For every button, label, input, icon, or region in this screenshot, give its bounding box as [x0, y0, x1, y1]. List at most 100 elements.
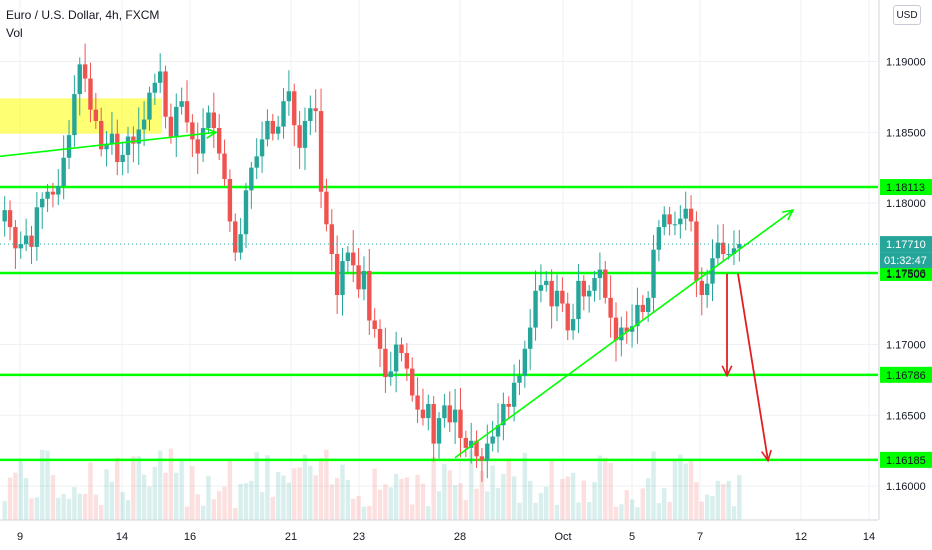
- candle-body: [393, 344, 399, 372]
- volume-bar: [737, 475, 742, 520]
- candle-body: [715, 242, 721, 259]
- volume-bar: [399, 478, 404, 520]
- volume-bar: [393, 473, 399, 520]
- volume-bar: [115, 457, 120, 520]
- candle-body: [383, 348, 388, 378]
- candle-body: [131, 136, 136, 144]
- x-tick-label: 12: [795, 531, 807, 543]
- candle-body: [431, 403, 436, 444]
- volume-bar: [313, 475, 318, 520]
- candle-body: [56, 186, 61, 195]
- x-tick-label: 14: [863, 531, 875, 543]
- volume-bar: [506, 458, 511, 520]
- volume-bar: [66, 498, 72, 520]
- candle-body: [560, 290, 565, 304]
- volume-bar: [522, 452, 528, 520]
- volume-bar: [281, 475, 286, 520]
- candle-body: [608, 297, 613, 318]
- volume-bar: [704, 494, 710, 520]
- candle-body: [726, 253, 731, 255]
- volume-bar: [495, 487, 501, 520]
- candle-body: [688, 208, 694, 222]
- volume-bar: [2, 501, 7, 520]
- horizontal-levels: [0, 185, 878, 462]
- volume-bar: [40, 449, 45, 520]
- volume-bar: [436, 491, 442, 520]
- volume-bar: [410, 504, 415, 520]
- candle-body: [662, 214, 667, 228]
- candle-body: [737, 244, 742, 249]
- volume-bar: [222, 486, 227, 520]
- y-tick-label: 1.18500: [886, 127, 926, 139]
- volume-bar: [463, 499, 469, 520]
- y-tick-label: 1.19000: [886, 57, 926, 69]
- candle-body: [544, 280, 549, 286]
- volume-bar: [640, 488, 645, 520]
- candle-body: [216, 128, 222, 154]
- candle-body: [179, 101, 184, 107]
- candle-body: [699, 280, 704, 296]
- candle-body: [45, 191, 50, 199]
- candle-body: [50, 191, 56, 195]
- candle-body: [109, 133, 115, 144]
- volume-bar: [93, 494, 99, 520]
- volume-bar: [474, 488, 479, 520]
- candle-body: [286, 91, 292, 102]
- y-tick-label: 1.16500: [886, 410, 926, 422]
- candle-body: [147, 92, 152, 120]
- level-label: 1.16786: [886, 370, 926, 382]
- volume-bar: [50, 474, 56, 520]
- candle-body: [351, 252, 356, 266]
- arrow-head: [761, 449, 772, 463]
- volume-bar: [72, 486, 77, 520]
- volume-bar: [678, 454, 683, 520]
- volume-bar: [302, 454, 308, 520]
- candle-body: [249, 167, 254, 191]
- volume-bar: [576, 502, 581, 520]
- candle-body: [721, 242, 726, 254]
- volume-bar: [361, 506, 367, 520]
- candle-body: [238, 234, 243, 253]
- volume-bar: [586, 502, 592, 520]
- level-label: 1.16185: [886, 455, 926, 467]
- candle-body: [511, 382, 517, 407]
- current-price-label: 1.17710: [886, 239, 926, 251]
- volume-bar: [275, 471, 281, 520]
- volume-bar: [216, 491, 222, 520]
- volume-bar: [227, 460, 233, 520]
- volume-bar: [533, 502, 538, 520]
- candle-body: [195, 139, 200, 154]
- candle-body: [586, 290, 592, 297]
- volume-legend: Vol: [6, 26, 23, 40]
- volume-bar: [683, 463, 688, 520]
- volume-bar: [479, 470, 485, 520]
- candle-body: [415, 395, 420, 410]
- candle-body: [527, 327, 533, 349]
- candle-body: [410, 368, 415, 396]
- volume-bar: [184, 506, 190, 520]
- volume-bar: [635, 507, 640, 520]
- candle-body: [469, 440, 474, 448]
- candle-body: [141, 119, 147, 130]
- volume-bar: [324, 449, 329, 520]
- candle-body: [18, 244, 23, 249]
- candle-body: [597, 269, 603, 279]
- y-tick-label: 1.17500: [886, 269, 926, 281]
- volume-bar: [662, 488, 667, 520]
- price-axis: 1.18113 1.17506 1.16786 1.16185 1.19000 1.185…: [878, 0, 932, 520]
- candle-body: [88, 78, 93, 110]
- currency-button[interactable]: USD: [893, 5, 921, 25]
- volume-bar: [431, 456, 436, 520]
- volume-bar: [538, 493, 544, 520]
- candle-body: [345, 252, 351, 262]
- level-label: 1.18113: [886, 182, 925, 194]
- arrow-head: [721, 365, 733, 378]
- candle-body: [120, 154, 125, 163]
- volume-bar: [624, 490, 629, 520]
- volume-bar: [259, 491, 265, 520]
- candle-body: [308, 108, 313, 121]
- candle-body: [640, 304, 645, 312]
- volume-bar: [694, 482, 699, 520]
- candle-body: [458, 409, 463, 438]
